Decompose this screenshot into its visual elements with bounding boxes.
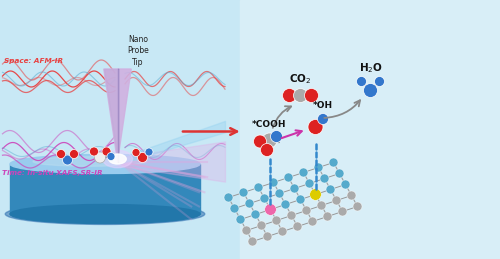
Circle shape xyxy=(308,217,317,226)
Circle shape xyxy=(335,169,344,178)
Circle shape xyxy=(302,206,311,215)
Text: *OH: *OH xyxy=(313,101,333,110)
Circle shape xyxy=(326,185,335,194)
Circle shape xyxy=(263,232,272,241)
Circle shape xyxy=(275,189,284,198)
Circle shape xyxy=(329,158,338,167)
Circle shape xyxy=(270,131,282,142)
Circle shape xyxy=(269,178,278,187)
Circle shape xyxy=(338,207,347,216)
Circle shape xyxy=(254,183,263,192)
Circle shape xyxy=(278,227,287,236)
Circle shape xyxy=(305,179,314,188)
Circle shape xyxy=(308,119,323,134)
Circle shape xyxy=(239,188,248,197)
Circle shape xyxy=(245,199,254,208)
Circle shape xyxy=(304,89,318,103)
Circle shape xyxy=(282,89,296,103)
Text: Nano
Probe
Tip: Nano Probe Tip xyxy=(127,35,149,67)
Circle shape xyxy=(94,152,106,163)
Circle shape xyxy=(107,153,115,161)
Circle shape xyxy=(254,135,266,148)
Circle shape xyxy=(260,194,269,203)
Circle shape xyxy=(310,189,321,200)
Circle shape xyxy=(70,149,78,159)
Polygon shape xyxy=(104,69,131,162)
Circle shape xyxy=(314,163,323,172)
Circle shape xyxy=(341,180,350,189)
Circle shape xyxy=(257,221,266,230)
Circle shape xyxy=(236,215,245,224)
Circle shape xyxy=(90,147,98,156)
Circle shape xyxy=(102,147,111,156)
Circle shape xyxy=(262,133,277,148)
Circle shape xyxy=(224,193,233,202)
Polygon shape xyxy=(10,164,200,214)
Circle shape xyxy=(138,153,147,162)
Text: Space: AFM-IR: Space: AFM-IR xyxy=(4,58,63,64)
Circle shape xyxy=(260,143,274,156)
Circle shape xyxy=(374,76,384,87)
Circle shape xyxy=(332,196,341,205)
Circle shape xyxy=(287,211,296,220)
Polygon shape xyxy=(104,69,118,162)
Ellipse shape xyxy=(5,204,205,225)
Circle shape xyxy=(356,76,366,87)
Circle shape xyxy=(251,210,260,219)
Text: Time: In-situ XAFS,SR-IR: Time: In-situ XAFS,SR-IR xyxy=(2,170,103,176)
Circle shape xyxy=(294,89,308,103)
Circle shape xyxy=(299,168,308,177)
Circle shape xyxy=(296,195,305,204)
Circle shape xyxy=(272,216,281,225)
Ellipse shape xyxy=(10,205,200,224)
Text: H$_2$O: H$_2$O xyxy=(358,61,382,75)
Circle shape xyxy=(145,148,153,156)
Text: CO$_2$: CO$_2$ xyxy=(290,73,312,86)
Ellipse shape xyxy=(109,154,126,164)
Ellipse shape xyxy=(10,155,200,174)
Circle shape xyxy=(56,149,66,159)
Circle shape xyxy=(242,226,251,235)
Ellipse shape xyxy=(33,157,147,166)
Circle shape xyxy=(347,191,356,200)
Circle shape xyxy=(323,212,332,221)
Bar xyxy=(240,0,500,259)
Circle shape xyxy=(318,113,328,125)
Circle shape xyxy=(320,174,329,183)
Circle shape xyxy=(132,148,140,156)
Circle shape xyxy=(284,173,293,182)
Circle shape xyxy=(293,222,302,231)
Circle shape xyxy=(364,83,378,97)
Circle shape xyxy=(317,201,326,210)
Circle shape xyxy=(264,204,276,215)
Circle shape xyxy=(230,204,239,213)
Circle shape xyxy=(62,155,72,165)
Text: *COOH: *COOH xyxy=(252,120,286,129)
Circle shape xyxy=(290,184,299,193)
Circle shape xyxy=(281,200,290,209)
Circle shape xyxy=(248,237,257,246)
Circle shape xyxy=(353,202,362,211)
Ellipse shape xyxy=(102,150,132,168)
